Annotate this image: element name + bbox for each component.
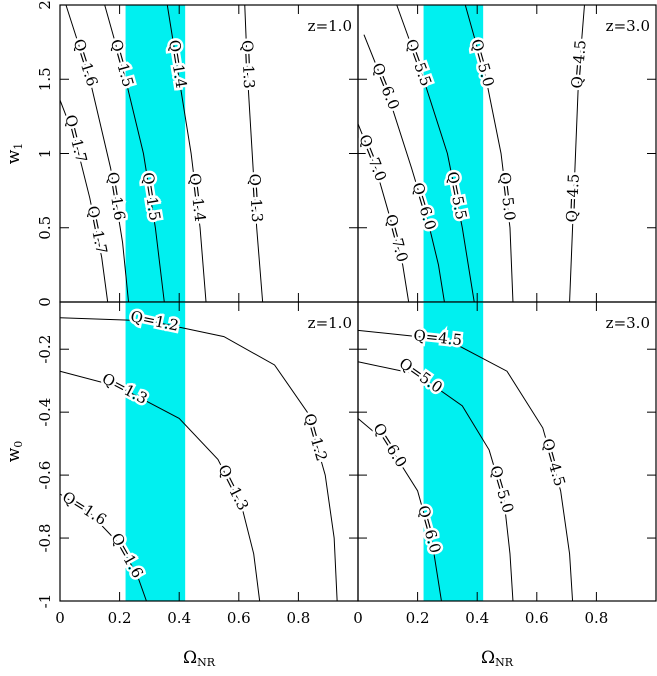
axis-label-sub: 0 [12,441,25,448]
x-tick-label: 0.2 [406,609,430,627]
contour-label: Q=1.3 [214,462,252,514]
axis-label-sub: 1 [12,143,25,150]
band [125,302,186,601]
contour-line [244,4,264,303]
y-tick-label: -0.4 [36,398,54,427]
band [423,5,484,302]
contour-label: Q=6.0 [369,420,410,471]
contour-label: Q=7.0 [382,212,412,264]
axis-label-sub: NR [495,656,514,669]
x-tick-label: 0 [353,609,363,627]
contour-line [464,4,514,303]
axis-label: ΩNR [183,648,216,670]
axis-label: w1 [4,143,26,165]
x-tick-label: 0.4 [465,609,489,627]
contour-label: Q=4.5 [563,173,583,222]
axis-label: w0 [4,441,26,463]
annotation: z=1.0 [308,17,352,35]
x-tick-label: 0 [55,609,65,627]
contour-label: Q=1.3 [245,173,266,223]
panel-frame [357,301,657,602]
y-tick-label: -1 [36,594,54,609]
contour-label: Q=5.0 [486,463,517,515]
axis-label: ΩNR [481,648,514,670]
contour-label: Q=7.0 [355,132,390,184]
contour-line [357,361,514,602]
y-tick-label: 2 [36,0,54,10]
contour-label: Q=1.6 [70,37,102,89]
contour-line [59,370,261,602]
contour-label: Q=1.3 [238,40,258,89]
x-tick-label: 0.4 [167,609,191,627]
contour-line [363,34,445,303]
axis-label-main: Ω [481,648,495,668]
x-tick-label: 0.6 [525,609,549,627]
axis-label-main: w [4,149,24,164]
axis-label-sub: NR [197,656,216,669]
contour-line [569,4,585,303]
contour-line [65,4,130,303]
contour-label: Q=1.7 [84,204,111,255]
contour-line [59,317,338,602]
contour-label: Q=1.2 [300,411,331,463]
contour-label: Q=4.5 [538,436,569,488]
contour-line [59,493,147,602]
x-tick-label: 0.2 [108,609,132,627]
contour-label: Q=1.7 [61,113,90,165]
y-tick-label: 1.5 [36,67,54,91]
y-tick-label: -0.2 [36,335,54,364]
contour-line [166,4,207,303]
x-tick-label: 0.8 [286,609,310,627]
contour-line [357,418,442,602]
y-tick-label: 1 [36,149,54,159]
contour-label: Q=1.6 [59,488,110,529]
x-tick-label: 0.6 [227,609,251,627]
contour-line [357,329,574,602]
annotation: z=1.0 [308,314,352,332]
contour-label: Q=4.5 [568,39,590,89]
contour-line [104,4,165,303]
axis-label-main: Ω [183,648,197,668]
contour-label: Q=1.6 [103,171,128,222]
contour-label: Q=6.0 [368,60,403,112]
axis-label-main: w [4,447,24,462]
contour-label: Q=1.4 [186,172,210,223]
y-tick-label: 0.5 [36,216,54,240]
y-tick-label: 0 [36,297,54,307]
y-tick-label: -0.6 [36,461,54,490]
contour-label: Q=4.5 [413,326,463,349]
contour-line [396,4,475,303]
x-tick-label: 0.8 [584,609,608,627]
contour-label: Q=5.0 [495,171,519,222]
annotation: z=3.0 [606,17,650,35]
contour-line [59,99,109,303]
y-tick-label: -0.8 [36,524,54,553]
contour-line [357,123,410,303]
panel-frame [59,4,359,303]
annotation: z=3.0 [606,314,650,332]
